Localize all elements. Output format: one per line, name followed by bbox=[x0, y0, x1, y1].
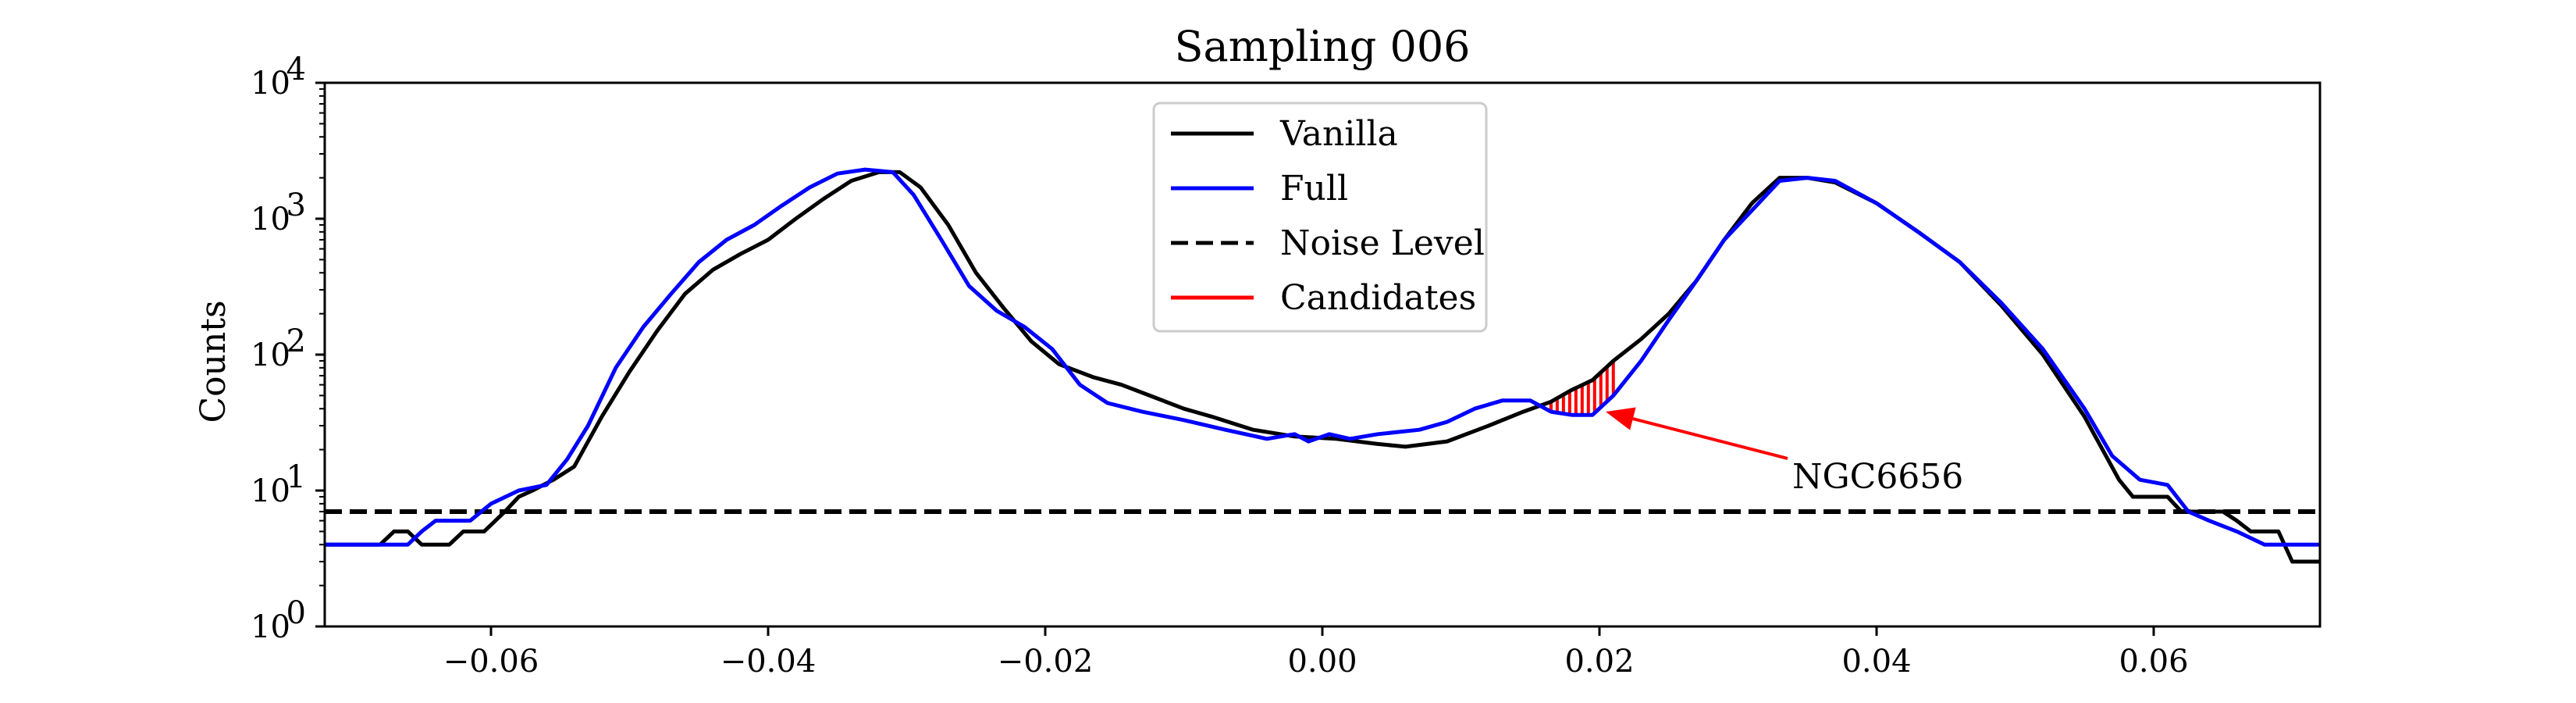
chart-title: Sampling 006 bbox=[1174, 22, 1470, 71]
y-tick-label: 10 bbox=[251, 66, 290, 102]
annotation: NGC6656 bbox=[1606, 407, 1963, 497]
series-group bbox=[325, 167, 2320, 564]
y-tick-label: 10 bbox=[251, 202, 290, 237]
x-axis: −0.06 −0.04 −0.02 0.00 0.02 0.04 0.06 bbox=[443, 626, 2189, 680]
y-tick-label: 10 bbox=[251, 609, 290, 645]
legend: Vanilla Full Noise Level Candidates bbox=[1152, 102, 1488, 333]
y-axis-label: Counts bbox=[194, 300, 233, 423]
legend-label: Full bbox=[1280, 169, 1348, 209]
y-tick-exponent: 2 bbox=[286, 323, 306, 359]
legend-label: Noise Level bbox=[1280, 223, 1485, 263]
annotation-arrow-head bbox=[1606, 407, 1636, 430]
x-tick-label: −0.02 bbox=[998, 644, 1094, 680]
x-tick-label: 0.04 bbox=[1841, 644, 1911, 680]
x-tick-label: 0.00 bbox=[1287, 644, 1357, 680]
annotation-arrow-shaft bbox=[1632, 417, 1788, 460]
y-tick-exponent: 4 bbox=[286, 52, 306, 87]
x-tick-label: −0.04 bbox=[720, 644, 817, 680]
series-line-vanilla bbox=[325, 170, 2320, 564]
y-tick-label: 10 bbox=[251, 337, 290, 373]
y-tick-exponent: 1 bbox=[286, 459, 306, 495]
annotation-label: NGC6656 bbox=[1792, 457, 1963, 497]
y-tick-label: 10 bbox=[251, 473, 290, 509]
x-tick-label: 0.02 bbox=[1564, 644, 1634, 680]
x-tick-label: −0.06 bbox=[443, 644, 539, 680]
legend-label: Candidates bbox=[1280, 278, 1476, 318]
legend-box bbox=[1152, 102, 1488, 333]
y-tick-exponent: 3 bbox=[286, 187, 306, 223]
y-tick-exponent: 0 bbox=[286, 595, 306, 631]
legend-label: Vanilla bbox=[1279, 114, 1398, 154]
series-line-full bbox=[325, 167, 2320, 547]
x-tick-label: 0.06 bbox=[2119, 644, 2188, 680]
